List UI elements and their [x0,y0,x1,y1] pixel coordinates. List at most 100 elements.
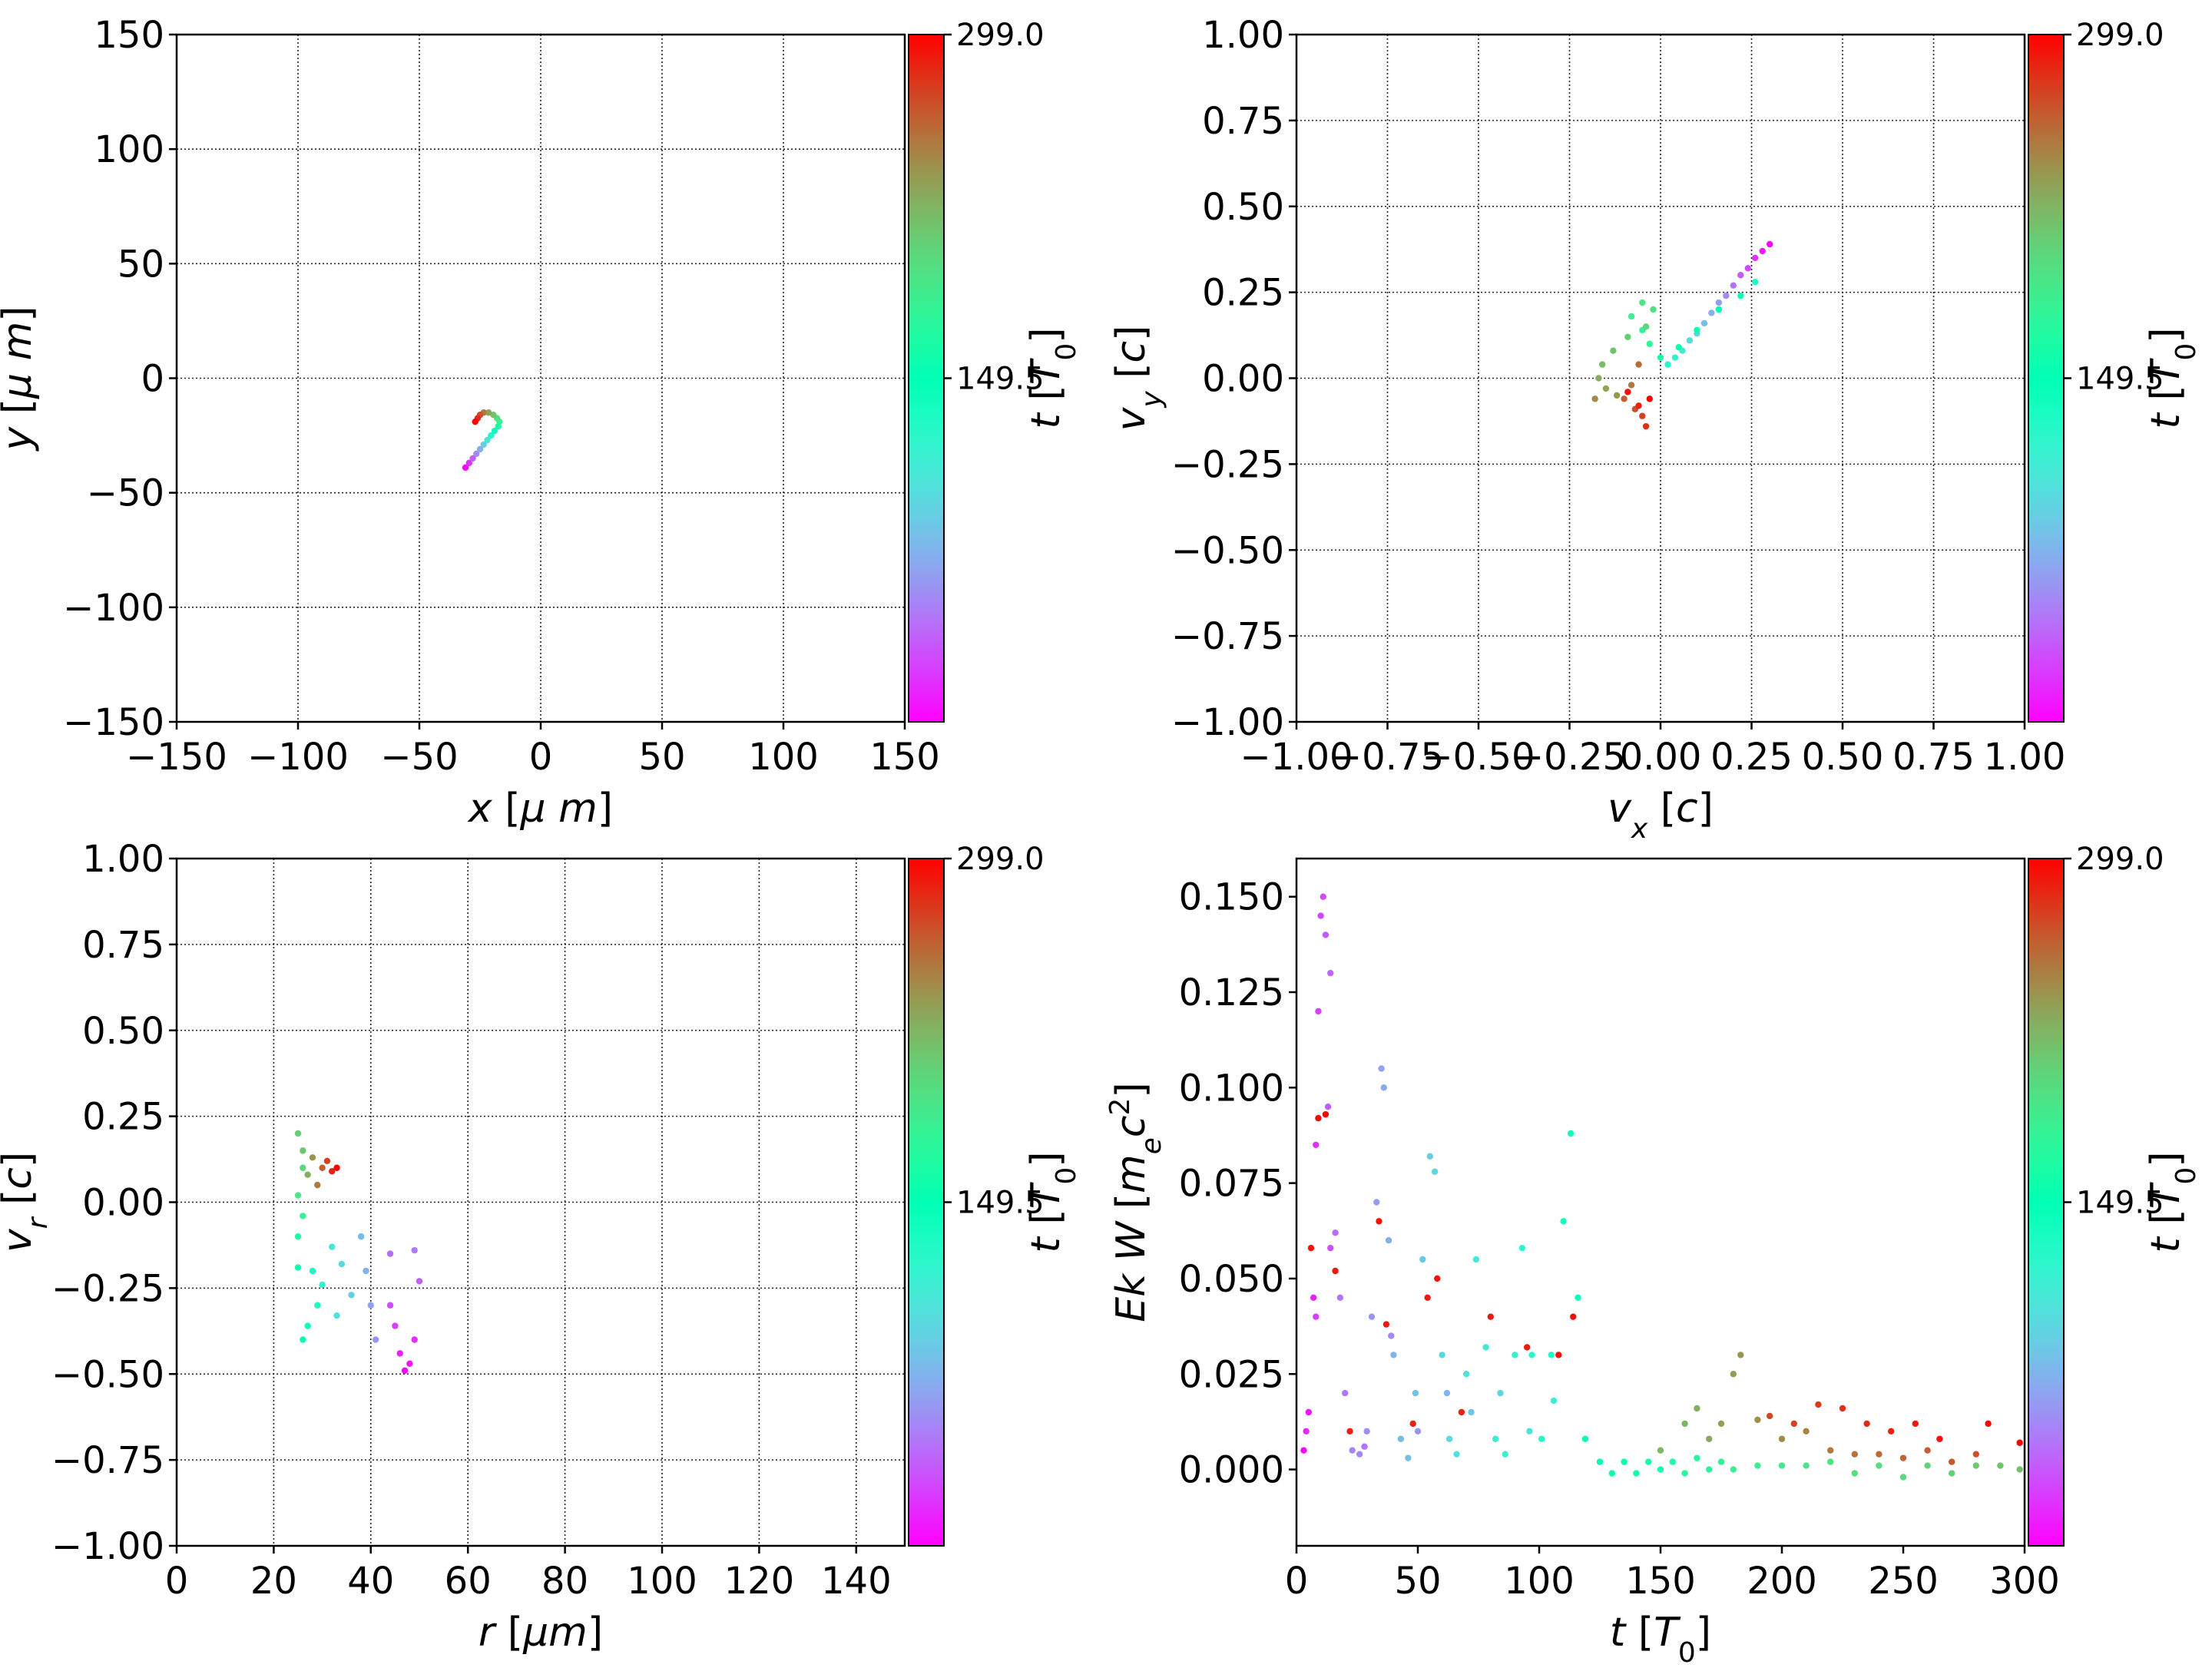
data-point [1876,1451,1883,1458]
data-point [329,1243,336,1250]
y-tick-label: 0.25 [1202,272,1284,315]
data-point [1778,1462,1786,1469]
data-point [1754,1416,1761,1424]
data-point [1596,1458,1604,1465]
data-point [314,1181,321,1189]
data-point [469,455,476,462]
data-point [1555,1352,1562,1358]
x-axis-label: t [T0] [1610,1610,1711,1669]
data-point [1602,385,1610,392]
data-point [490,412,497,419]
x-tick-label: 40 [347,1560,394,1603]
colorbar-label: t [T0] [2143,1151,2202,1252]
data-point [411,1246,418,1254]
data-point [294,1130,302,1137]
data-point [386,1302,394,1309]
data-point [1790,1420,1797,1428]
data-point [1715,306,1723,313]
x-tick-label: −50 [380,736,458,779]
data-point [1595,375,1602,382]
x-tick-label: −150 [126,736,227,779]
data-point [1635,402,1642,409]
y-tick-label: 150 [94,14,164,57]
data-point [1313,1313,1320,1320]
velocity-phase-panel: −1.00−0.75−0.50−0.250.00 0.25 0.50 0.75 1.00… [1108,14,2202,845]
colorbar-label: t [T0] [2143,327,2202,429]
colorbar-tick-label: 299.0 [956,842,1045,877]
data-point [1744,265,1751,272]
data-point [488,432,495,439]
colorbar-gradient [2028,34,2065,723]
data-point [1315,1008,1322,1015]
colorbar-gradient [908,858,945,1547]
data-point [1560,1218,1567,1225]
data-point [1497,1389,1504,1397]
data-point [1307,1244,1315,1252]
data-point [1706,1466,1713,1473]
data-point [1899,1474,1907,1481]
y-tick-label: 0.50 [82,1010,164,1053]
y-tick-label: 0.00 [1202,358,1284,401]
xy-trajectory-panel: −150 −100 −50 0 50 100 150 −150 −100 −50 0 50 100 150… [0,14,1082,832]
y-tick-label: −150 [63,701,164,744]
data-point [1752,279,1759,286]
x-tick-label: −100 [247,736,349,779]
data-point [1426,1153,1434,1160]
data-point [1538,1435,1545,1442]
data-point [1349,1447,1356,1454]
data-point [491,427,498,435]
data-point [1949,1458,1955,1465]
colorbar-tick-label: 149.5 [956,1186,1045,1221]
data-point [1827,1447,1834,1454]
data-point [1694,326,1700,334]
x-tick-label: 0 [529,736,553,779]
data-point [2016,1466,2023,1473]
data-point [1528,1352,1535,1358]
colorbar-tick-label: 299.0 [2076,842,2164,877]
data-point [1409,1420,1416,1428]
data-point [1624,333,1631,340]
y-axis-label: Ek W [mec2] [1104,1082,1167,1322]
x-tick-label: 100 [1504,1560,1575,1603]
data-point [1610,347,1617,354]
data-point [309,1267,316,1275]
data-point [1639,412,1646,419]
y-tick-label: 1.00 [82,838,164,881]
data-point [1380,1084,1387,1091]
data-point [304,1171,311,1178]
data-point [1388,1332,1395,1339]
data-point [314,1302,321,1309]
data-point [1463,1371,1470,1378]
x-tick-label: 140 [821,1560,892,1603]
data-point [1613,392,1621,399]
colorbar-tick-label: 149.5 [956,362,1045,397]
data-point [348,1292,355,1299]
x-tick-label: 60 [445,1560,492,1603]
data-point [1320,893,1326,900]
data-point [485,409,492,416]
data-point [309,1154,316,1161]
data-point [1303,1428,1310,1435]
data-point [1412,1389,1419,1397]
data-point [1550,1397,1558,1405]
data-point [1390,1352,1397,1358]
data-point [1524,1344,1531,1351]
data-point [1936,1435,1943,1442]
data-point [1376,1218,1382,1225]
data-point [392,1322,399,1329]
data-point [1628,382,1635,389]
data-point [1851,1470,1858,1477]
y-tick-label: −0.25 [51,1267,164,1310]
y-tick-label: −1.00 [1171,701,1284,744]
data-point [1628,313,1635,320]
data-point [1650,306,1657,313]
data-point [1985,1420,1992,1428]
y-tick-label: −0.75 [51,1439,164,1482]
y-tick-label: 0.25 [82,1096,164,1139]
data-point [480,441,487,448]
colorbar: 149.5 299.0 t [T0] [908,18,1082,723]
data-point [300,1147,306,1154]
data-point [1759,247,1766,255]
x-tick-label: 50 [1394,1560,1441,1603]
x-tick-label: 100 [748,736,819,779]
